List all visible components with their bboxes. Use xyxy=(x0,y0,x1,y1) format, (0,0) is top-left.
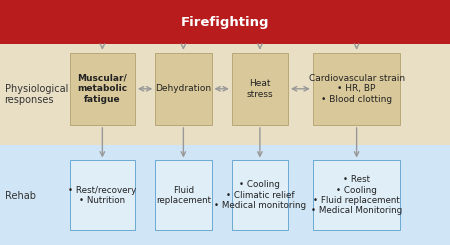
FancyBboxPatch shape xyxy=(313,53,400,125)
FancyBboxPatch shape xyxy=(155,160,212,230)
Text: Rehab: Rehab xyxy=(4,191,36,201)
Text: Fluid
replacement: Fluid replacement xyxy=(156,186,211,205)
Bar xyxy=(0,145,450,245)
Text: • Cooling
• Climatic relief
• Medical monitoring: • Cooling • Climatic relief • Medical mo… xyxy=(214,181,306,210)
Text: Cardiovascular strain
• HR, BP
• Blood clotting: Cardiovascular strain • HR, BP • Blood c… xyxy=(309,74,405,104)
Text: • Rest
• Cooling
• Fluid replacement
• Medical Monitoring: • Rest • Cooling • Fluid replacement • M… xyxy=(311,175,402,216)
Text: Firefighting: Firefighting xyxy=(181,15,269,29)
Text: Muscular/
metabolic
fatigue: Muscular/ metabolic fatigue xyxy=(77,74,127,104)
FancyBboxPatch shape xyxy=(70,53,135,125)
FancyBboxPatch shape xyxy=(232,160,288,230)
FancyBboxPatch shape xyxy=(232,53,288,125)
FancyBboxPatch shape xyxy=(155,53,212,125)
Text: Heat
stress: Heat stress xyxy=(247,79,273,98)
FancyBboxPatch shape xyxy=(70,160,135,230)
FancyBboxPatch shape xyxy=(313,160,400,230)
Bar xyxy=(0,0,450,44)
Text: Dehydration: Dehydration xyxy=(155,84,212,93)
Text: • Rest/recovery
• Nutrition: • Rest/recovery • Nutrition xyxy=(68,186,136,205)
Bar xyxy=(0,44,450,145)
Text: Physiological
responses: Physiological responses xyxy=(4,84,68,105)
